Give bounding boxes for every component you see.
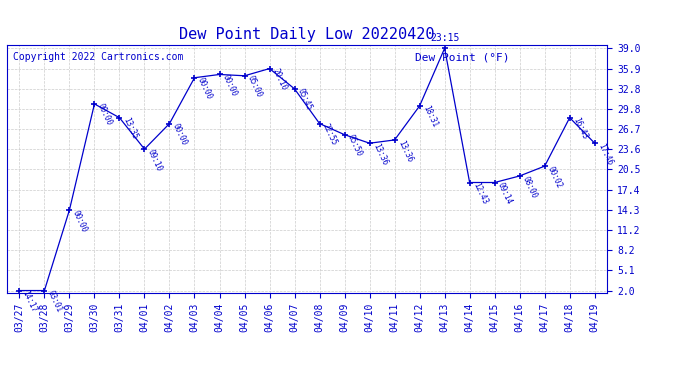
Text: 23:15: 23:15 — [430, 33, 460, 43]
Title: Dew Point Daily Low 20220420: Dew Point Daily Low 20220420 — [179, 27, 435, 42]
Text: Copyright 2022 Cartronics.com: Copyright 2022 Cartronics.com — [13, 53, 184, 62]
Text: 22:55: 22:55 — [321, 122, 339, 147]
Text: 13:35: 13:35 — [121, 116, 139, 141]
Text: 00:00: 00:00 — [171, 122, 189, 147]
Text: 17:46: 17:46 — [596, 142, 614, 166]
Text: 05:45: 05:45 — [296, 87, 314, 112]
Text: 18:31: 18:31 — [421, 105, 439, 129]
Text: 13:36: 13:36 — [396, 138, 414, 164]
Text: 00:02: 00:02 — [546, 165, 564, 189]
Text: 05:50: 05:50 — [346, 134, 364, 158]
Text: 05:00: 05:00 — [246, 74, 264, 99]
Text: 00:00: 00:00 — [221, 73, 239, 98]
Text: 20:10: 20:10 — [271, 67, 289, 92]
Text: 00:00: 00:00 — [71, 209, 89, 233]
Text: 14:17: 14:17 — [21, 289, 39, 314]
Text: 13:36: 13:36 — [371, 142, 389, 166]
Text: 12:43: 12:43 — [471, 181, 489, 206]
Text: 03:01: 03:01 — [46, 289, 63, 314]
Text: Dew Point (°F): Dew Point (°F) — [415, 53, 510, 62]
Text: 09:14: 09:14 — [496, 181, 514, 206]
Text: 00:00: 00:00 — [196, 76, 214, 101]
Text: 08:00: 08:00 — [521, 175, 539, 200]
Text: 09:10: 09:10 — [146, 148, 164, 172]
Text: 00:00: 00:00 — [96, 102, 114, 127]
Text: 16:43: 16:43 — [571, 116, 589, 141]
